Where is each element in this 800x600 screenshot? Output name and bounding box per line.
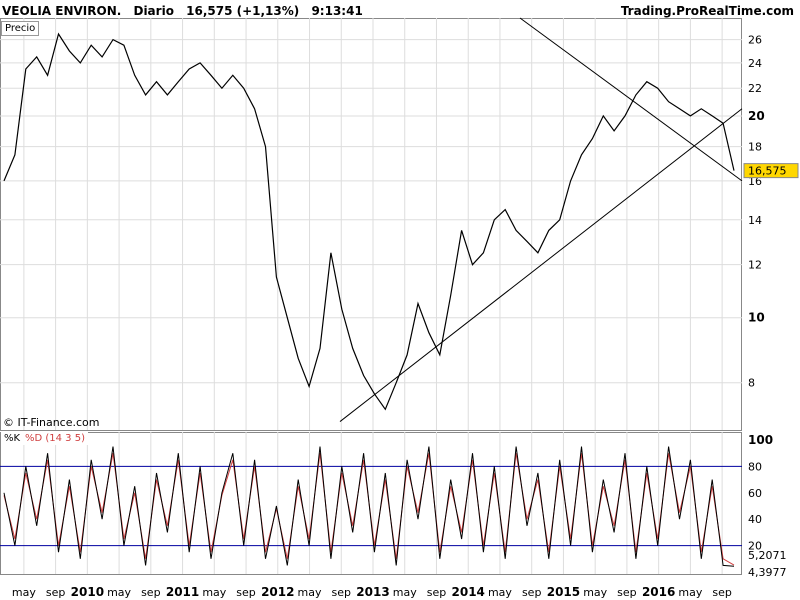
stoch-d-line	[3, 453, 735, 566]
stoch-k-label: %K	[1, 432, 24, 445]
x-tick-label: may	[107, 586, 131, 599]
price-series-line	[3, 32, 735, 411]
x-tick-label: may	[488, 586, 512, 599]
support-trendline	[339, 108, 743, 422]
price-y-tick-label: 12	[748, 259, 762, 272]
stoch-k-line	[3, 446, 735, 567]
stoch-panel-frame	[0, 432, 742, 575]
resistance-trendline	[519, 17, 743, 182]
symbol-name: VEOLIA ENVIRON.	[2, 4, 122, 18]
price-y-tick-label: 16	[748, 175, 762, 188]
x-tick-label: 2013	[356, 585, 389, 599]
x-tick-label: sep	[522, 586, 541, 599]
stoch-y-tick-label: 80	[748, 460, 762, 473]
x-tick-label: sep	[46, 586, 65, 599]
price-y-tick-label: 24	[748, 57, 762, 70]
copyright-label: © IT-Finance.com	[3, 416, 100, 429]
stoch-y-tick-label: 100	[748, 433, 773, 447]
x-tick-label: may	[298, 586, 322, 599]
stoch-d-value: 5,2071	[748, 549, 787, 562]
source-label: Trading.ProRealTime.com	[620, 4, 794, 18]
x-tick-label: 2010	[71, 585, 104, 599]
x-tick-label: sep	[712, 586, 731, 599]
x-tick-label: 2016	[642, 585, 675, 599]
price-y-tick-label: 20	[748, 109, 765, 123]
chart-header: VEOLIA ENVIRON. Diario 16,575 (+1,13%) 9…	[0, 0, 800, 22]
x-tick-label: 2012	[261, 585, 294, 599]
x-tick-label: sep	[141, 586, 160, 599]
price-y-tick-label: 18	[748, 141, 762, 154]
stoch-y-tick-label: 60	[748, 487, 762, 500]
x-tick-label: sep	[236, 586, 255, 599]
stoch-d-label: %D (14 3 5)	[22, 432, 88, 445]
price-y-tick-label: 22	[748, 82, 762, 95]
x-tick-label: may	[678, 586, 702, 599]
price-panel-label: Precio	[1, 21, 40, 36]
last-price-value: 16,575	[748, 165, 787, 178]
price-y-tick-label: 14	[748, 214, 762, 227]
x-tick-label: may	[583, 586, 607, 599]
price-panel-frame	[0, 18, 742, 431]
x-tick-label: may	[202, 586, 226, 599]
price-y-tick-label: 8	[748, 377, 755, 390]
price-change: 16,575 (+1,13%)	[186, 4, 300, 18]
period-label: Diario	[133, 4, 174, 18]
time-label: 9:13:41	[311, 4, 363, 18]
x-tick-label: sep	[427, 586, 446, 599]
x-tick-label: 2015	[547, 585, 580, 599]
x-tick-label: may	[393, 586, 417, 599]
last-price-tag	[743, 163, 799, 179]
x-tick-label: 2014	[452, 585, 485, 599]
price-y-tick-label: 26	[748, 34, 762, 47]
x-tick-label: may	[12, 586, 36, 599]
x-tick-label: sep	[332, 586, 351, 599]
header-info: VEOLIA ENVIRON. Diario 16,575 (+1,13%) 9…	[2, 4, 371, 18]
x-tick-label: 2011	[166, 585, 199, 599]
stoch-k-value: 4,3977	[748, 566, 787, 579]
stoch-y-tick-label: 40	[748, 513, 762, 526]
price-y-tick-label: 10	[748, 311, 765, 325]
x-tick-label: sep	[617, 586, 636, 599]
stoch-y-tick-label: 20	[748, 540, 762, 553]
